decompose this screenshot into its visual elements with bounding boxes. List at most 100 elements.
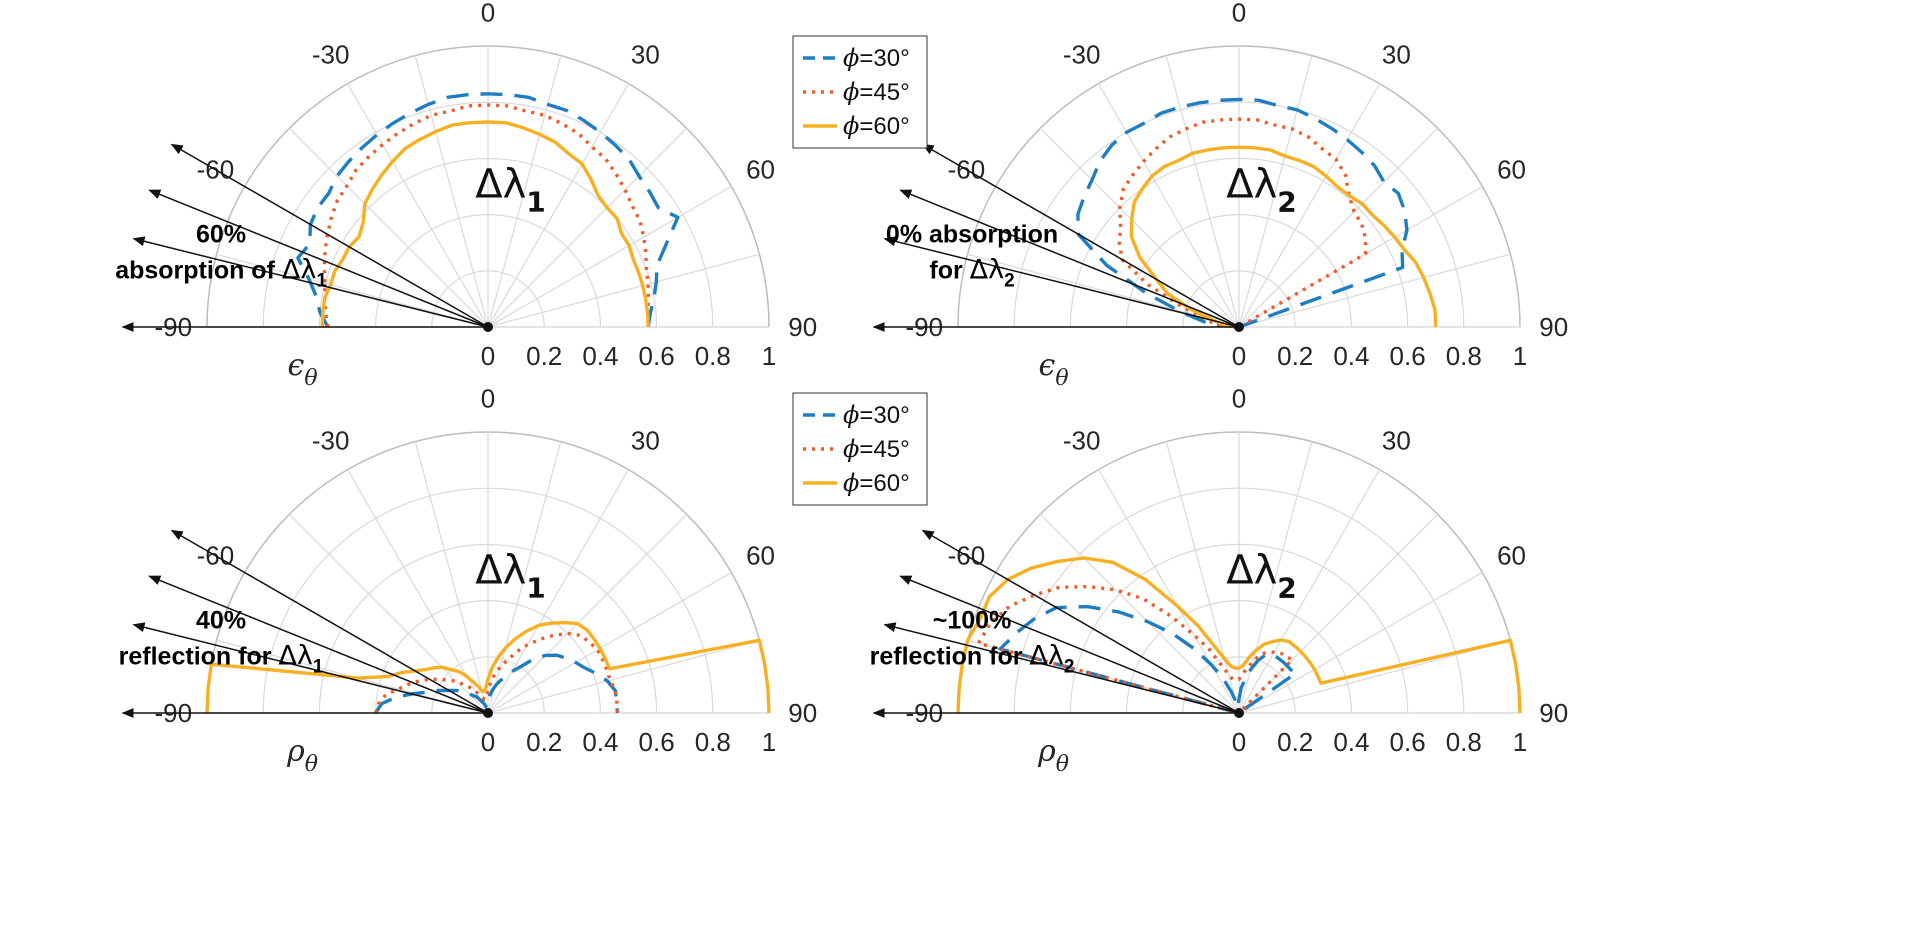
radial-tick-label: 1 xyxy=(1513,727,1527,757)
grid-spoke xyxy=(1165,441,1240,714)
angle-tick-label: 0 xyxy=(481,0,495,27)
annotation-line-1: 40% xyxy=(196,607,246,635)
origin-marker xyxy=(1234,708,1244,718)
angle-tick-label: -30 xyxy=(1063,425,1101,455)
angle-tick-label: -30 xyxy=(312,39,350,69)
panel-title: Δλ1 xyxy=(475,548,546,605)
annotation-line-2: reflection for Δλ1 xyxy=(119,641,324,678)
angle-tick-label: 0 xyxy=(481,383,495,413)
radial-axis-label: ρθ xyxy=(286,734,318,777)
grid-spoke xyxy=(1238,127,1439,328)
radial-tick-label: 1 xyxy=(762,727,776,757)
radial-tick-label: 1 xyxy=(1513,341,1527,371)
series-line-phi45 xyxy=(976,584,1295,715)
radial-tick-label: 0 xyxy=(481,727,495,757)
radial-tick-label: 0 xyxy=(481,341,495,371)
incidence-arrow xyxy=(132,236,489,328)
angle-tick-label: 90 xyxy=(1539,698,1568,728)
grid-spoke xyxy=(1039,127,1240,328)
angle-tick-label: 30 xyxy=(631,39,660,69)
angle-tick-label: 90 xyxy=(788,312,817,342)
annotation-line-1: 60% xyxy=(196,221,246,249)
radial-tick-label: 0.2 xyxy=(526,727,562,757)
radial-tick-label: 0.6 xyxy=(639,727,675,757)
legend-label: ϕ=60° xyxy=(843,469,910,497)
radial-axis-label: ϵθ xyxy=(1039,348,1069,391)
legend-box xyxy=(792,35,928,149)
incidence-arrow xyxy=(921,143,1240,328)
grid-spoke xyxy=(1238,55,1313,328)
grid-spoke xyxy=(487,513,688,714)
legend-bottom: ϕ=30° ϕ=45° ϕ=60° xyxy=(792,392,928,506)
origin-marker xyxy=(1234,322,1244,332)
angle-tick-label: 90 xyxy=(1539,312,1568,342)
radial-tick-label: 0.6 xyxy=(1390,727,1426,757)
legend-top: ϕ=30° ϕ=45° ϕ=60° xyxy=(792,35,928,149)
panel-title: Δλ2 xyxy=(1226,162,1297,219)
series-line-phi60 xyxy=(1129,145,1438,329)
angle-tick-label: 60 xyxy=(746,541,775,571)
annotation-line-2: for Δλ2 xyxy=(929,255,1014,292)
legend-label: ϕ=45° xyxy=(843,78,910,106)
grid-spoke xyxy=(1238,639,1511,714)
legend-label: ϕ=30° xyxy=(843,401,910,429)
radial-tick-label: 1 xyxy=(762,341,776,371)
radial-tick-label: 0.4 xyxy=(582,727,618,757)
grid-spoke xyxy=(1238,83,1381,328)
angle-tick-label: 30 xyxy=(631,425,660,455)
incidence-arrow xyxy=(148,575,489,714)
radial-tick-label: 0 xyxy=(1232,341,1246,371)
radial-tick-label: 0.8 xyxy=(695,727,731,757)
grid-spoke xyxy=(216,253,489,328)
angle-tick-label: 90 xyxy=(788,698,817,728)
angle-tick-label: 0 xyxy=(1232,383,1246,413)
radial-tick-label: 0 xyxy=(1232,727,1246,757)
radial-tick-label: 0.4 xyxy=(582,341,618,371)
angle-tick-label: 30 xyxy=(1382,39,1411,69)
annotation-line-1: 0% absorption xyxy=(886,221,1058,249)
radial-tick-label: 0.4 xyxy=(1333,727,1369,757)
grid-spoke xyxy=(1238,469,1381,714)
grid-spoke xyxy=(288,127,489,328)
radial-tick-label: 0.6 xyxy=(1390,341,1426,371)
incidence-arrow xyxy=(899,575,1240,714)
grid-spoke xyxy=(346,83,489,328)
grid-spoke xyxy=(487,55,562,328)
grid-spoke xyxy=(487,185,732,328)
series-line-phi30 xyxy=(1076,97,1409,329)
annotation-line-1: ~100% xyxy=(933,607,1012,635)
grid-spoke xyxy=(487,639,760,714)
grid-spoke xyxy=(1097,83,1240,328)
origin-marker xyxy=(483,322,493,332)
annotation-line-2: reflection for Δλ2 xyxy=(870,641,1075,678)
grid-spoke xyxy=(288,513,489,714)
radial-tick-label: 0.2 xyxy=(1277,341,1313,371)
series-line-phi45 xyxy=(373,631,619,714)
radial-tick-label: 0.2 xyxy=(1277,727,1313,757)
grid-spoke xyxy=(487,253,760,328)
incidence-arrow xyxy=(921,529,1240,714)
grid-spoke xyxy=(487,127,688,328)
grid-spoke xyxy=(1238,513,1439,714)
series-line-phi45 xyxy=(322,103,651,328)
series-line-phi30 xyxy=(998,604,1299,715)
grid-spoke xyxy=(1039,513,1240,714)
grid-spoke xyxy=(1165,55,1240,328)
legend-label: ϕ=45° xyxy=(843,435,910,463)
panel-title: Δλ1 xyxy=(475,162,546,219)
grid-spoke xyxy=(414,55,489,328)
grid-spoke xyxy=(1097,469,1240,714)
incidence-arrow xyxy=(899,189,1240,328)
annotation-line-2: absorption of Δλ1 xyxy=(115,255,327,292)
angle-tick-label: 60 xyxy=(746,155,775,185)
angle-tick-label: 60 xyxy=(1497,155,1526,185)
origin-marker xyxy=(483,708,493,718)
radial-tick-label: 0.6 xyxy=(639,341,675,371)
panel-title: Δλ2 xyxy=(1226,548,1297,605)
radial-axis-label: ϵθ xyxy=(288,348,318,391)
grid-spoke xyxy=(487,83,630,328)
grid-spoke xyxy=(487,571,732,714)
